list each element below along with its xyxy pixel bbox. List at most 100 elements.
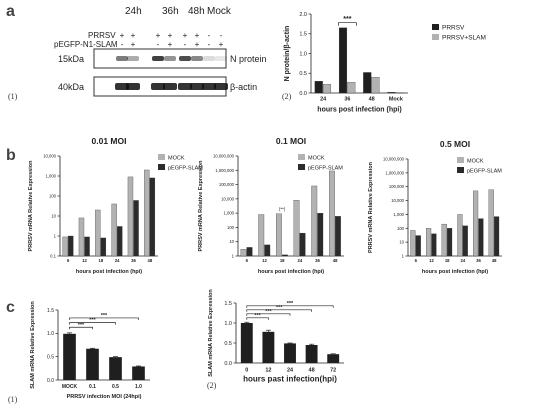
x-axis-label: hours past infection(hpi) bbox=[243, 375, 337, 384]
bar bbox=[144, 169, 150, 257]
bar bbox=[63, 333, 76, 380]
significance-label: *** bbox=[265, 309, 272, 315]
significance-label: *** bbox=[343, 16, 351, 23]
blot-kda-label: 15kDa bbox=[58, 54, 84, 64]
y-tick-label: 0.5 bbox=[224, 341, 232, 347]
sublabel-a2: (2) bbox=[282, 92, 292, 101]
y-tick-label: 10 bbox=[229, 239, 234, 244]
beta-actin-band bbox=[163, 83, 177, 90]
n-protein-bands bbox=[116, 56, 227, 61]
significance-bracket bbox=[69, 322, 116, 325]
bar bbox=[447, 228, 453, 257]
y-tick-label: 100,000 bbox=[219, 182, 235, 187]
bar bbox=[133, 200, 139, 257]
bar bbox=[441, 223, 447, 257]
legend-swatch bbox=[158, 164, 165, 170]
x-tick-label: 36 bbox=[344, 97, 350, 103]
x-tick-label: 24 bbox=[287, 368, 294, 374]
y-tick-label: 1.0 bbox=[299, 51, 307, 57]
bar bbox=[338, 27, 348, 94]
beta-actin-band bbox=[126, 83, 140, 90]
y-tick-label: 100,000 bbox=[389, 184, 405, 189]
bar bbox=[478, 218, 484, 257]
significance-bracket bbox=[69, 326, 93, 330]
y-tick-label: 1,000,000 bbox=[385, 170, 404, 175]
bar bbox=[86, 348, 99, 380]
y-tick-label: 10,000 bbox=[221, 196, 234, 201]
chart-b1: 0.1 1 10 100 1,000 10,000 6 12 18 24 36 48 hours pos… bbox=[28, 136, 203, 275]
y-tick-label: 100 bbox=[227, 225, 235, 230]
bar bbox=[95, 209, 101, 257]
chart-c1: 0.0 0.5 1.0 1.5 MOCK 0.1 0.5 1.0 PRRSV infection… bbox=[30, 301, 150, 400]
bar bbox=[284, 343, 296, 363]
n-protein-band bbox=[164, 56, 176, 61]
x-axis-label: PRRSV infection MOI (24hpi) bbox=[67, 394, 142, 400]
n-protein-band bbox=[203, 56, 215, 61]
bar bbox=[347, 82, 356, 94]
y-tick-label: 1,000 bbox=[46, 173, 57, 178]
prrsv-sign: + bbox=[131, 31, 136, 40]
legend-label: PRRSV bbox=[442, 25, 465, 32]
y-tick-label: 100 bbox=[397, 226, 405, 231]
y-tick-label: 10 bbox=[399, 240, 404, 245]
y-axis-label: N protein/β-actin bbox=[284, 26, 291, 82]
chart-b3: 1 10 100 1,000 10,000 100,000 1,000,000 10,000,… bbox=[368, 139, 502, 275]
x-tick-label: 0 bbox=[245, 368, 248, 374]
bar bbox=[431, 233, 437, 257]
y-tick-label: 0.5 bbox=[47, 354, 54, 360]
bar bbox=[363, 72, 372, 94]
bar bbox=[473, 190, 479, 257]
bar bbox=[62, 236, 68, 257]
bar bbox=[329, 170, 335, 257]
beta-actin-band bbox=[115, 83, 129, 90]
x-axis-label: hours post infection (hpi) bbox=[422, 269, 488, 275]
x-tick-label: 12 bbox=[82, 258, 87, 263]
legend-swatch bbox=[298, 164, 305, 170]
x-tick-label: 18 bbox=[280, 258, 285, 263]
legend-label: MOCK bbox=[168, 156, 185, 162]
slam-sign: - bbox=[157, 40, 160, 49]
x-tick-label: 1.0 bbox=[135, 384, 142, 390]
y-tick-label: 1.5 bbox=[224, 301, 232, 307]
bar bbox=[494, 216, 500, 257]
blot-band-name: β-actin bbox=[230, 82, 257, 92]
y-tick-label: 1 bbox=[54, 233, 57, 238]
x-tick-label: 18 bbox=[98, 258, 103, 263]
x-tick-label: 18 bbox=[445, 258, 450, 263]
bar bbox=[371, 77, 380, 94]
blot-time-header: 48h bbox=[188, 6, 205, 17]
y-tick-label: 0.1 bbox=[50, 253, 56, 258]
bar bbox=[258, 214, 265, 257]
charts: 0.0 0.5 1.0 1.5 2.0 24 36 48 Mock hours post infe… bbox=[28, 12, 502, 400]
x-tick-label: 48 bbox=[369, 97, 375, 103]
prrsv-sign: + bbox=[195, 31, 200, 40]
prrsv-sign: + bbox=[120, 31, 125, 40]
blot-kda-label: 40kDa bbox=[58, 82, 84, 92]
prrsv-sign: + bbox=[183, 31, 188, 40]
y-tick-label: 1 bbox=[402, 253, 405, 258]
n-protein-band bbox=[215, 56, 227, 61]
prrsv-sign: - bbox=[220, 31, 223, 40]
x-tick-label: 72 bbox=[330, 368, 336, 374]
y-tick-label: 1,000 bbox=[394, 212, 405, 217]
blot-time-header: Mock bbox=[207, 6, 232, 17]
panel-label-b: b bbox=[6, 147, 16, 164]
bar bbox=[410, 230, 416, 257]
y-tick-label: 100 bbox=[49, 193, 57, 198]
significance-label: *** bbox=[254, 313, 261, 319]
western-blot: 24h 36h 48h Mock PRRSV pEGFP-N1-SLAM + + +… bbox=[54, 6, 267, 97]
chart-title: 0.01 MOI bbox=[92, 136, 127, 146]
bar bbox=[415, 235, 421, 257]
x-tick-label: 12 bbox=[265, 368, 271, 374]
significance-label: *** bbox=[101, 313, 108, 319]
x-tick-label: 0.1 bbox=[89, 384, 96, 390]
beta-actin-band bbox=[190, 83, 204, 90]
x-tick-label: 24 bbox=[460, 258, 465, 263]
y-tick-label: 10 bbox=[51, 213, 56, 218]
y-tick-label: 0.5 bbox=[299, 71, 307, 77]
bar bbox=[457, 214, 463, 257]
bar bbox=[299, 232, 306, 257]
sublabel-a1: (1) bbox=[8, 92, 18, 101]
